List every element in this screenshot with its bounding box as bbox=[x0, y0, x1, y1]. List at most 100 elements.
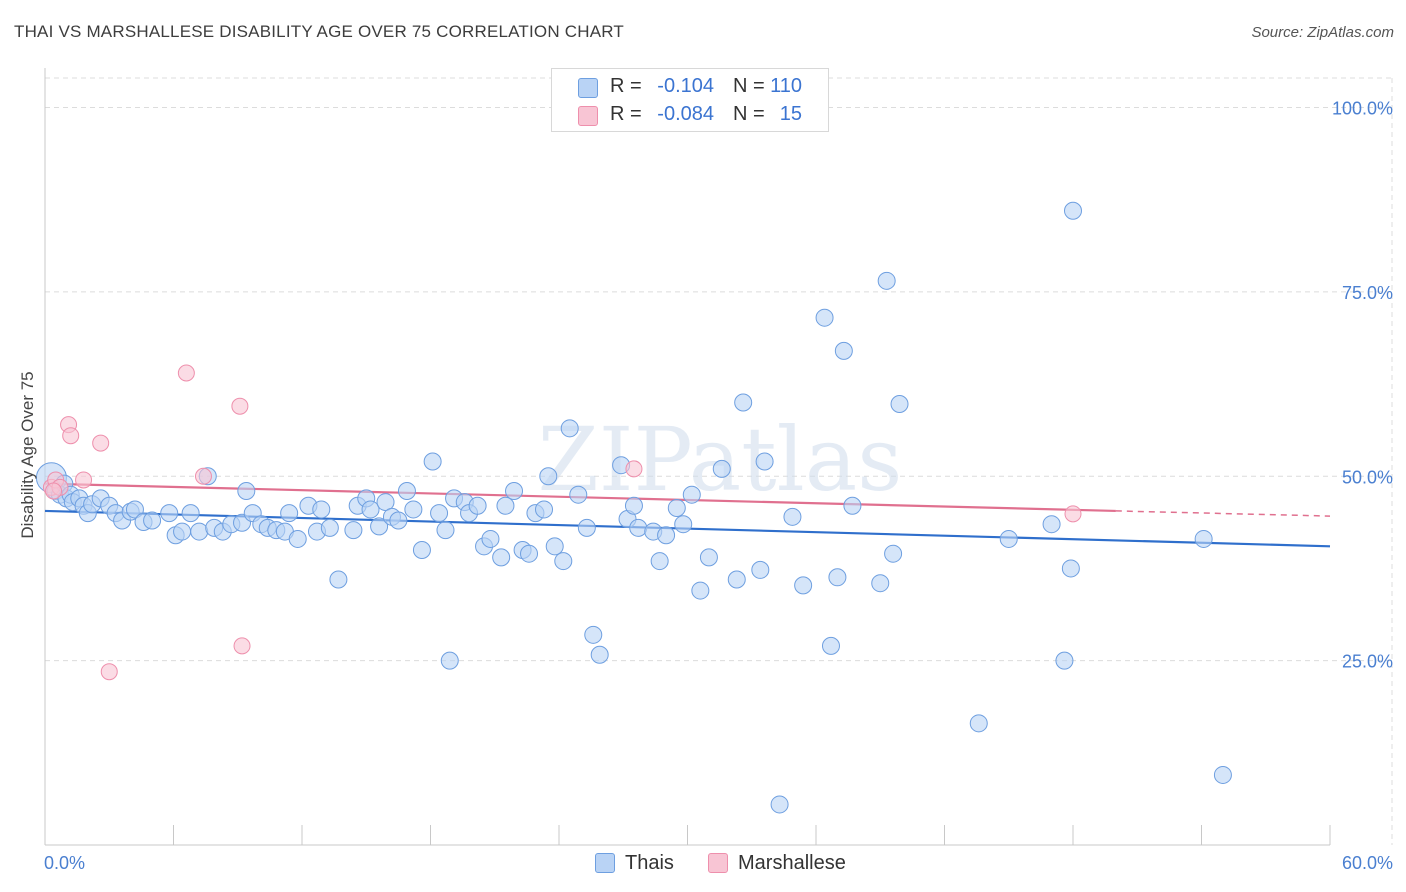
thais-point bbox=[1194, 529, 1213, 548]
thais-point bbox=[412, 541, 431, 559]
thais-point bbox=[624, 496, 643, 515]
thais-point bbox=[783, 507, 802, 526]
legend-n-label: N = bbox=[733, 75, 765, 97]
legend-r-value: -0.084 bbox=[657, 103, 714, 125]
thais-point bbox=[751, 560, 770, 579]
tick-labels: 25.0% 50.0% 75.0% 100.0% 0.0% 60.0% bbox=[44, 99, 1393, 874]
thais-point bbox=[1064, 201, 1082, 220]
thais-point bbox=[650, 552, 669, 571]
thais-point bbox=[1061, 559, 1080, 578]
thais-point bbox=[539, 467, 558, 486]
thais-point bbox=[160, 504, 179, 523]
thais-point bbox=[430, 504, 449, 523]
legend-n-value: 110 bbox=[770, 75, 802, 97]
thais-point bbox=[828, 568, 847, 587]
legend-r-label: R = bbox=[610, 75, 642, 97]
thais-point bbox=[734, 393, 753, 412]
thais-point bbox=[999, 529, 1018, 548]
thais-point bbox=[755, 452, 774, 471]
thais-point bbox=[877, 271, 896, 290]
thais-point bbox=[821, 636, 840, 655]
marshallese-trend-extension bbox=[1115, 510, 1331, 517]
thais-point bbox=[535, 500, 554, 519]
thais-point bbox=[843, 496, 862, 515]
thais-point bbox=[554, 552, 573, 571]
thais-point bbox=[629, 518, 648, 537]
source-label: Source: ZipAtlas.com bbox=[1251, 24, 1394, 41]
legend-row-thais: R = -0.104 N = 110 bbox=[552, 73, 828, 101]
thais-point bbox=[312, 500, 331, 519]
thais-point bbox=[1055, 651, 1074, 670]
legend-r-value: -0.104 bbox=[657, 75, 714, 97]
thais-point bbox=[969, 714, 988, 733]
data-points bbox=[35, 201, 1232, 814]
thais-point bbox=[397, 482, 416, 500]
correlation-legend: R = -0.104 N = 110 R = -0.084 N = 15 bbox=[551, 68, 829, 132]
thais-point bbox=[288, 529, 307, 548]
thais-point bbox=[520, 544, 539, 563]
thais-point bbox=[794, 576, 813, 595]
thais-point bbox=[468, 496, 487, 515]
thais-point bbox=[569, 485, 588, 504]
thais-point bbox=[344, 521, 363, 540]
legend-swatch-marshallese bbox=[708, 853, 728, 873]
thais-point bbox=[667, 498, 686, 517]
marshallese-point bbox=[1064, 505, 1082, 523]
legend-label-marshallese: Marshallese bbox=[738, 852, 846, 874]
legend-r-label: R = bbox=[610, 103, 642, 125]
x-tick-label: 0.0% bbox=[44, 853, 85, 873]
marshallese-point bbox=[194, 467, 212, 485]
thais-point bbox=[682, 485, 701, 504]
y-axis-label: Disability Age Over 75 bbox=[18, 371, 37, 538]
thais-point bbox=[125, 500, 144, 519]
thais-point bbox=[436, 521, 455, 540]
legend-swatch-thais bbox=[578, 78, 598, 98]
thais-point bbox=[657, 526, 676, 545]
legend-n-value: 15 bbox=[779, 103, 802, 125]
axes bbox=[44, 68, 1331, 846]
thais-point bbox=[1213, 765, 1232, 784]
legend-swatch-thais bbox=[595, 853, 615, 873]
y-tick-label: 75.0% bbox=[1342, 283, 1393, 303]
thais-point bbox=[890, 394, 909, 413]
thais-point bbox=[173, 522, 192, 541]
thais-point bbox=[727, 570, 746, 589]
thais-point bbox=[1042, 515, 1061, 534]
legend-label-thais: Thais bbox=[625, 852, 674, 874]
x-tick-label: 60.0% bbox=[1342, 853, 1393, 873]
thais-point bbox=[834, 341, 853, 360]
y-tick-label: 25.0% bbox=[1342, 652, 1393, 672]
thais-point bbox=[577, 518, 596, 537]
thais-point bbox=[143, 511, 162, 530]
thais-point bbox=[329, 570, 348, 589]
marshallese-point bbox=[92, 434, 110, 452]
thais-point bbox=[361, 500, 380, 519]
marshallese-point bbox=[231, 397, 249, 415]
thais-point bbox=[181, 504, 200, 523]
thais-point bbox=[404, 500, 423, 519]
thais-point bbox=[280, 504, 299, 523]
thais-point bbox=[190, 522, 209, 541]
legend-swatch-marshallese bbox=[578, 106, 598, 126]
thais-point bbox=[440, 651, 459, 670]
thais-point bbox=[584, 625, 603, 644]
series-legend: Thais Marshallese bbox=[0, 851, 1406, 879]
thais-point bbox=[691, 581, 710, 600]
thais-point bbox=[320, 518, 339, 537]
grid-lines bbox=[45, 77, 1393, 845]
thais-point bbox=[505, 482, 524, 500]
thais-point bbox=[712, 459, 731, 478]
thais-point bbox=[590, 645, 609, 664]
marshallese-point bbox=[233, 637, 251, 655]
legend-row-marshallese: R = -0.084 N = 15 bbox=[552, 101, 828, 129]
watermark: ZIPatlas bbox=[538, 408, 903, 511]
thais-point bbox=[871, 574, 890, 593]
thais-point bbox=[370, 517, 389, 536]
thais-point bbox=[545, 537, 564, 556]
thais-point bbox=[481, 529, 500, 548]
y-tick-label: 100.0% bbox=[1332, 99, 1393, 119]
marshallese-point bbox=[100, 663, 118, 681]
thais-point bbox=[699, 548, 718, 567]
thais-point bbox=[884, 544, 903, 563]
thais-point bbox=[237, 482, 256, 500]
